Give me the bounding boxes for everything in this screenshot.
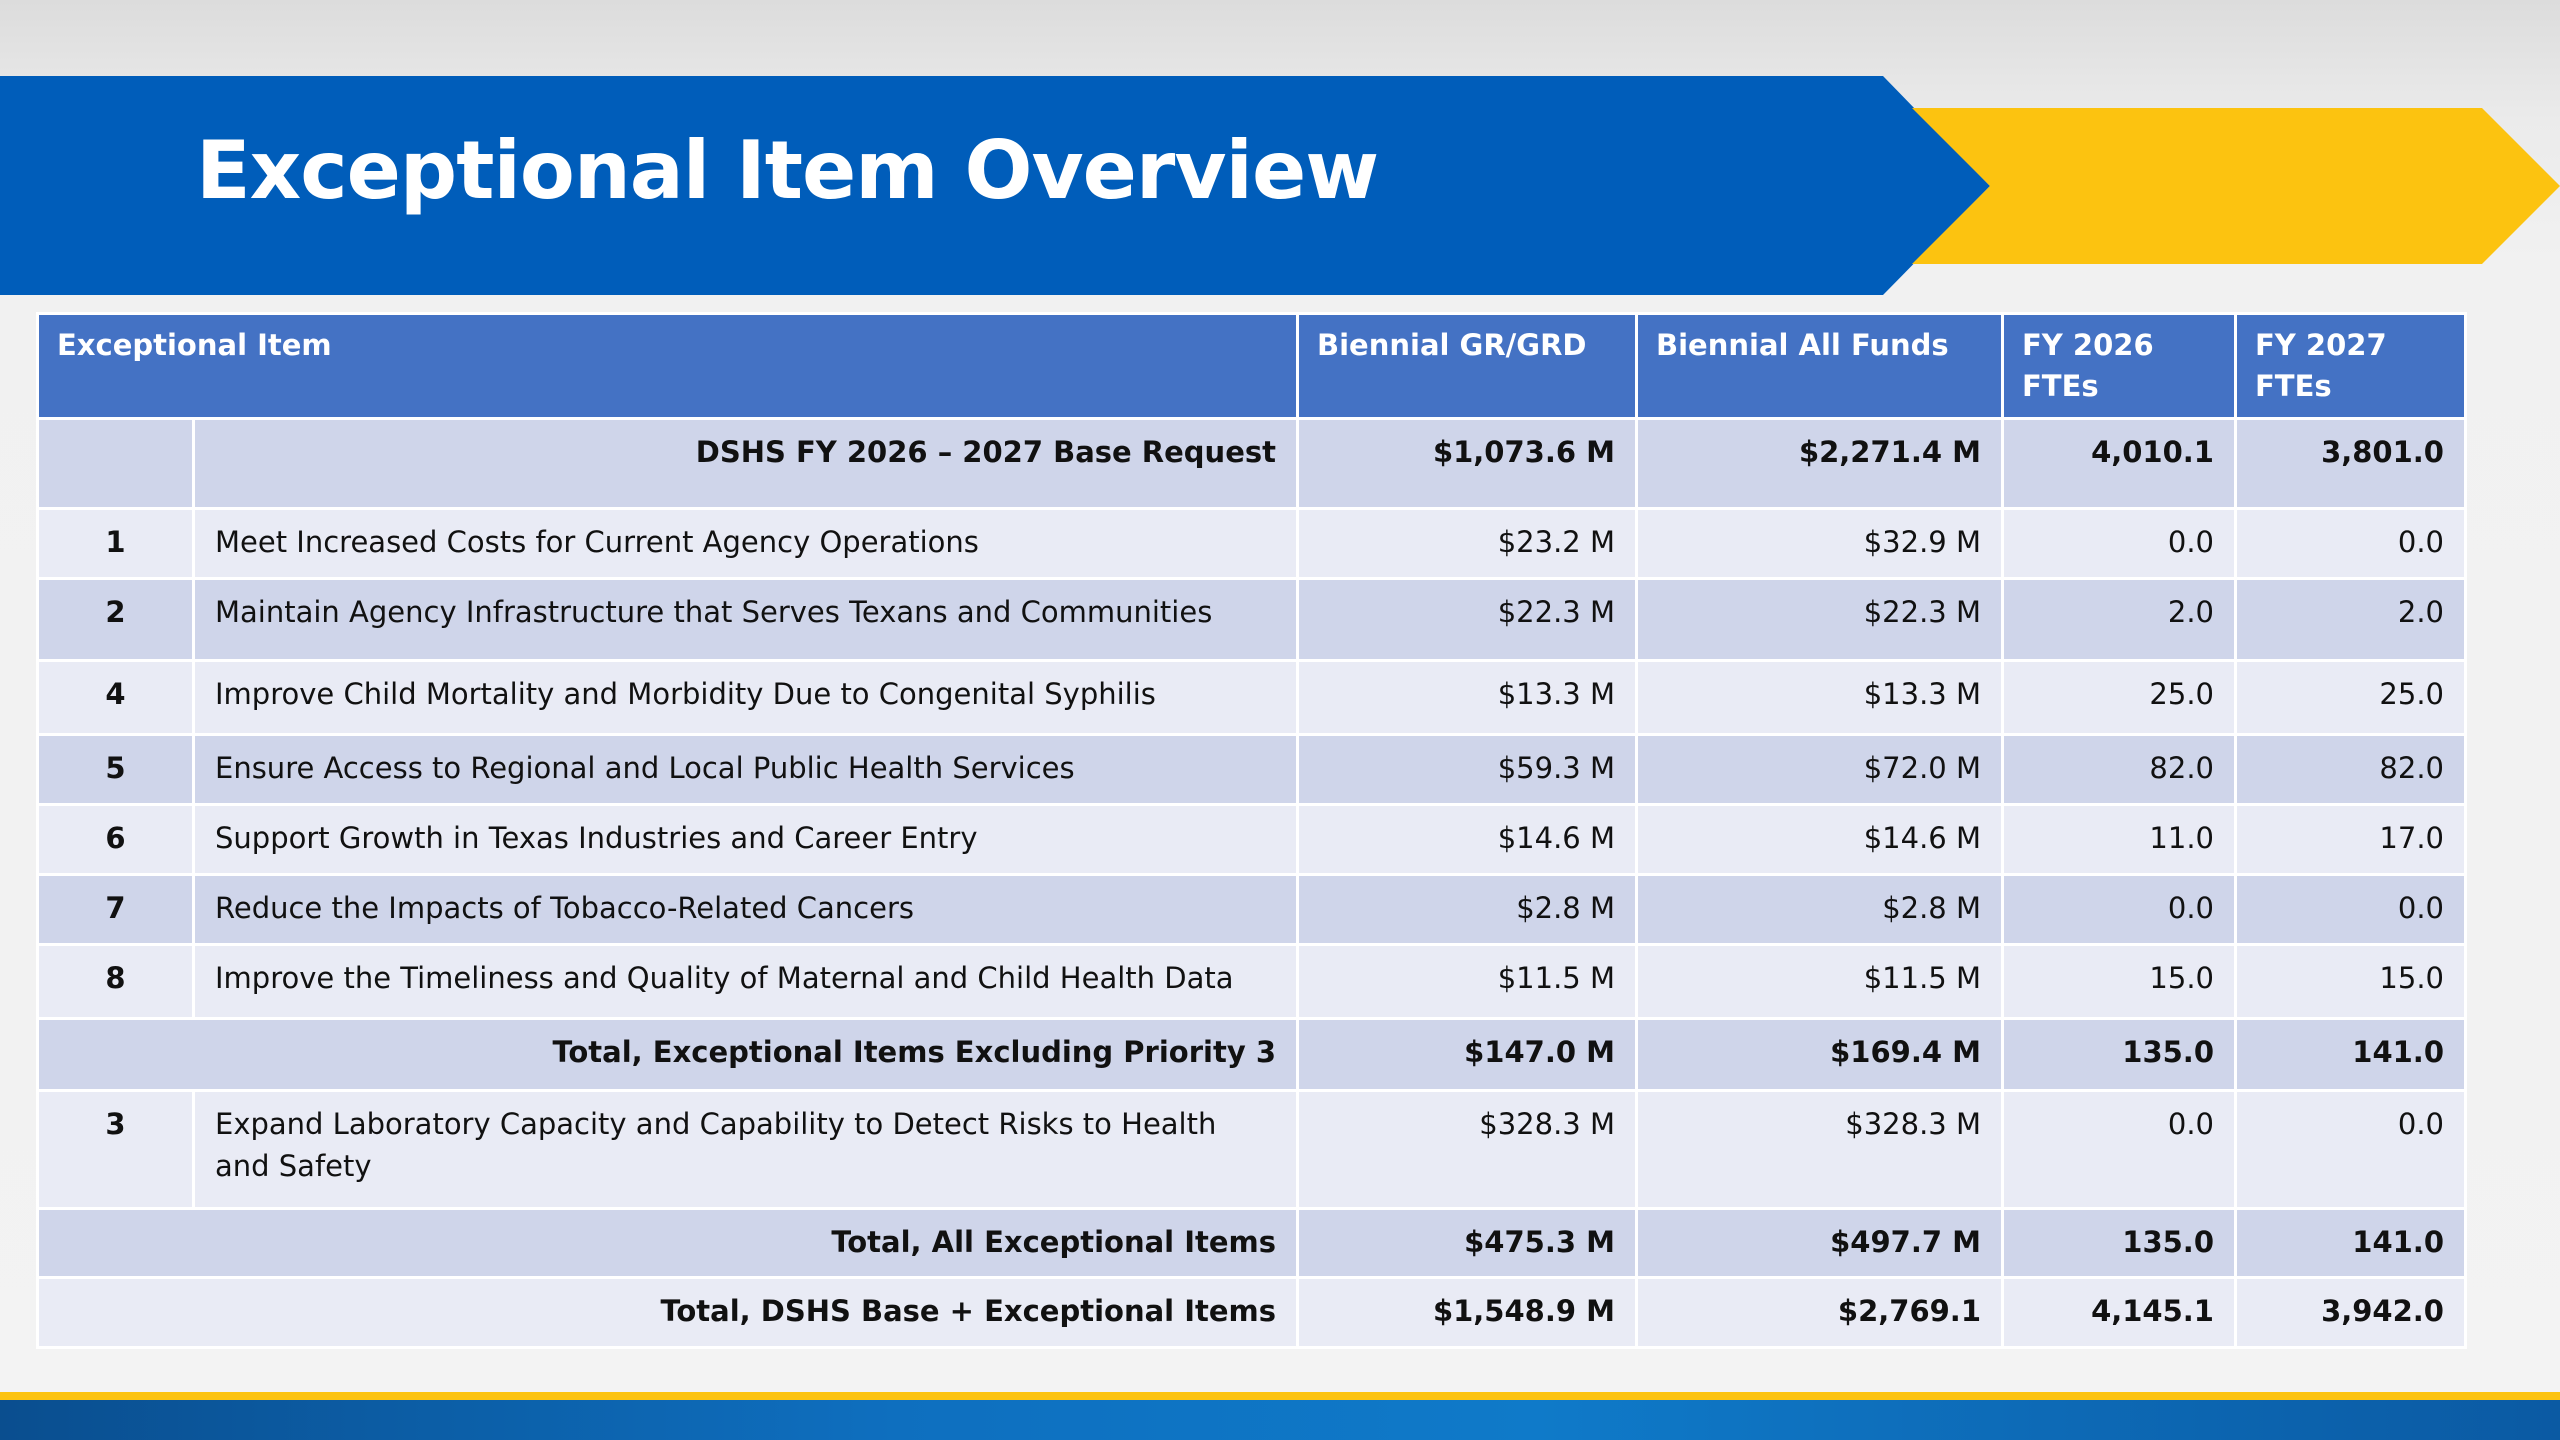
- all-funds-value: $22.3 M: [1635, 577, 2004, 663]
- gr-value: $11.5 M: [1296, 943, 1638, 1021]
- fy26-value: 135.0: [2001, 1207, 2237, 1279]
- item-cell: Improve the Timeliness and Quality of Ma…: [192, 943, 1299, 1021]
- priority-cell: 8: [36, 943, 195, 1021]
- gr-value: $328.3 M: [1296, 1089, 1638, 1211]
- all-funds-value: $2,271.4 M: [1635, 417, 2004, 511]
- header-fy2026-ftes: FY 2026 FTEs: [2001, 311, 2237, 421]
- item-cell: Maintain Agency Infrastructure that Serv…: [192, 577, 1299, 663]
- gr-value: $475.3 M: [1296, 1207, 1638, 1279]
- base-request-row: DSHS FY 2026 – 2027 Base Request $1,073.…: [36, 417, 2467, 511]
- gr-value: $1,548.9 M: [1296, 1275, 1638, 1349]
- table-row: 1 Meet Increased Costs for Current Agenc…: [36, 507, 2467, 581]
- all-funds-value: $13.3 M: [1635, 659, 2004, 737]
- row-label: Total, Exceptional Items Excluding Prior…: [36, 1017, 1299, 1093]
- all-funds-value: $2.8 M: [1635, 873, 2004, 947]
- priority-cell: 6: [36, 803, 195, 877]
- item-cell: Meet Increased Costs for Current Agency …: [192, 507, 1299, 581]
- table-header-row: Exceptional Item Biennial GR/GRD Biennia…: [36, 311, 2467, 421]
- fy26-value: 25.0: [2001, 659, 2237, 737]
- table-row: 7 Reduce the Impacts of Tobacco-Related …: [36, 873, 2467, 947]
- chevron-accent: [1912, 108, 2560, 264]
- fy26-value: 15.0: [2001, 943, 2237, 1021]
- item-cell: Ensure Access to Regional and Local Publ…: [192, 733, 1299, 807]
- table-row: 8 Improve the Timeliness and Quality of …: [36, 943, 2467, 1021]
- priority-cell: 3: [36, 1089, 195, 1211]
- all-funds-value: $2,769.1: [1635, 1275, 2004, 1349]
- all-funds-value: $72.0 M: [1635, 733, 2004, 807]
- fy26-value: 2.0: [2001, 577, 2237, 663]
- fy27-value: 141.0: [2234, 1207, 2467, 1279]
- fy26-value: 82.0: [2001, 733, 2237, 807]
- page-title: Exceptional Item Overview: [196, 124, 1379, 217]
- header-fy2027-ftes: FY 2027 FTEs: [2234, 311, 2467, 421]
- all-funds-value: $328.3 M: [1635, 1089, 2004, 1211]
- gr-value: $59.3 M: [1296, 733, 1638, 807]
- gr-value: $13.3 M: [1296, 659, 1638, 737]
- gr-value: $147.0 M: [1296, 1017, 1638, 1093]
- priority-cell: 4: [36, 659, 195, 737]
- fy27-value: 3,801.0: [2234, 417, 2467, 511]
- exceptional-items-table-container: Exceptional Item Biennial GR/GRD Biennia…: [36, 311, 2467, 1349]
- header-biennial-gr: Biennial GR/GRD: [1296, 311, 1638, 421]
- table-row: 4 Improve Child Mortality and Morbidity …: [36, 659, 2467, 737]
- header-biennial-all-funds: Biennial All Funds: [1635, 311, 2004, 421]
- table-row: 2 Maintain Agency Infrastructure that Se…: [36, 577, 2467, 663]
- priority-cell: 1: [36, 507, 195, 581]
- table-row: 6 Support Growth in Texas Industries and…: [36, 803, 2467, 877]
- item-cell: Reduce the Impacts of Tobacco-Related Ca…: [192, 873, 1299, 947]
- table-row: 3 Expand Laboratory Capacity and Capabil…: [36, 1089, 2467, 1211]
- fy27-value: 141.0: [2234, 1017, 2467, 1093]
- fy26-value: 4,145.1: [2001, 1275, 2237, 1349]
- fy26-value: 135.0: [2001, 1017, 2237, 1093]
- fy27-value: 2.0: [2234, 577, 2467, 663]
- fy26-value: 4,010.1: [2001, 417, 2237, 511]
- all-funds-value: $169.4 M: [1635, 1017, 2004, 1093]
- item-cell: Improve Child Mortality and Morbidity Du…: [192, 659, 1299, 737]
- footer-bar: [0, 1400, 2560, 1440]
- fy27-value: 3,942.0: [2234, 1275, 2467, 1349]
- fy26-value: 0.0: [2001, 1089, 2237, 1211]
- gr-value: $14.6 M: [1296, 803, 1638, 877]
- gr-value: $22.3 M: [1296, 577, 1638, 663]
- item-cell: Expand Laboratory Capacity and Capabilit…: [192, 1089, 1299, 1211]
- all-funds-value: $497.7 M: [1635, 1207, 2004, 1279]
- fy26-value: 0.0: [2001, 507, 2237, 581]
- priority-cell: 5: [36, 733, 195, 807]
- priority-cell: [36, 417, 195, 511]
- exceptional-items-table: Exceptional Item Biennial GR/GRD Biennia…: [36, 311, 2467, 1349]
- footer-accent-stripe: [0, 1392, 2560, 1400]
- table-row: 5 Ensure Access to Regional and Local Pu…: [36, 733, 2467, 807]
- gr-value: $23.2 M: [1296, 507, 1638, 581]
- gr-value: $2.8 M: [1296, 873, 1638, 947]
- all-funds-value: $11.5 M: [1635, 943, 2004, 1021]
- fy27-value: 15.0: [2234, 943, 2467, 1021]
- priority-cell: 2: [36, 577, 195, 663]
- row-label: DSHS FY 2026 – 2027 Base Request: [192, 417, 1299, 511]
- fy27-value: 0.0: [2234, 507, 2467, 581]
- row-label: Total, All Exceptional Items: [36, 1207, 1299, 1279]
- all-funds-value: $14.6 M: [1635, 803, 2004, 877]
- fy27-value: 0.0: [2234, 873, 2467, 947]
- fy26-value: 11.0: [2001, 803, 2237, 877]
- gr-value: $1,073.6 M: [1296, 417, 1638, 511]
- title-banner: [0, 76, 1990, 295]
- priority-cell: 7: [36, 873, 195, 947]
- fy27-value: 25.0: [2234, 659, 2467, 737]
- subtotal-row: Total, Exceptional Items Excluding Prior…: [36, 1017, 2467, 1093]
- fy27-value: 17.0: [2234, 803, 2467, 877]
- item-cell: Support Growth in Texas Industries and C…: [192, 803, 1299, 877]
- fy27-value: 0.0: [2234, 1089, 2467, 1211]
- total-all-row: Total, All Exceptional Items $475.3 M $4…: [36, 1207, 2467, 1279]
- fy27-value: 82.0: [2234, 733, 2467, 807]
- all-funds-value: $32.9 M: [1635, 507, 2004, 581]
- row-label: Total, DSHS Base + Exceptional Items: [36, 1275, 1299, 1349]
- header-exceptional-item: Exceptional Item: [36, 311, 1299, 421]
- fy26-value: 0.0: [2001, 873, 2237, 947]
- grand-total-row: Total, DSHS Base + Exceptional Items $1,…: [36, 1275, 2467, 1349]
